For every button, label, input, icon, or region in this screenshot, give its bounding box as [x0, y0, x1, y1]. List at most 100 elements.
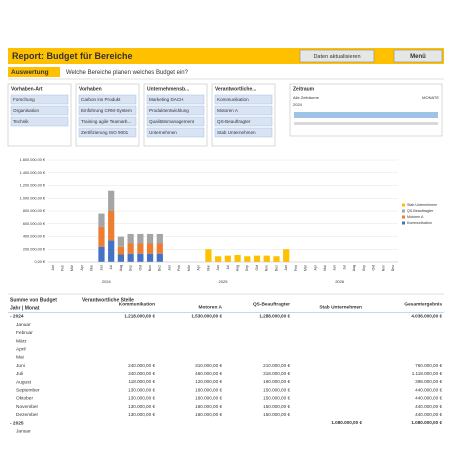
- slicer-item[interactable]: [78, 116, 137, 127]
- bar-segment: [127, 233, 134, 244]
- legend-label: Stab Unternehmen: [407, 203, 437, 207]
- bar-segment: [146, 233, 154, 244]
- x-tick-label: Okt: [372, 265, 376, 270]
- x-tick-label: Nov: [148, 265, 152, 271]
- pivot-row-label: November: [16, 404, 39, 410]
- timeline-track: [294, 122, 438, 125]
- x-tick-label: Aug: [119, 265, 123, 271]
- x-tick-label: Dez: [158, 265, 162, 271]
- pivot-cell: 340.000,00 €: [128, 371, 155, 376]
- slicer-item[interactable]: [10, 94, 69, 105]
- timeline: [289, 83, 443, 137]
- bar-segment: [234, 254, 241, 262]
- x-group-label: 2024: [102, 279, 112, 284]
- y-tick-label: 200.000,00 €: [23, 247, 46, 251]
- pivot-cell: 150.000,00 €: [263, 396, 290, 401]
- x-tick-label: Jul: [109, 265, 113, 270]
- pivot-row-label: Juli: [16, 371, 23, 377]
- menu-button-label: Menü: [410, 54, 426, 60]
- pivot-cell: 398.000,00 €: [415, 379, 442, 384]
- x-tick-label: Jun: [216, 265, 220, 271]
- refresh-button-label: Daten aktualisieren: [313, 54, 360, 60]
- pivot-row-label: April: [16, 346, 26, 352]
- pivot-cell: 460.000,00 €: [195, 371, 222, 376]
- slicer-item[interactable]: [146, 116, 205, 127]
- slicer-item[interactable]: [214, 127, 273, 138]
- x-tick-label: Apr: [313, 264, 317, 270]
- pivot-row-label: - 2024: [10, 314, 24, 320]
- x-tick-label: Jun: [333, 265, 337, 271]
- slicer-item-label: Unternehmen: [149, 130, 177, 135]
- slicer-item[interactable]: [146, 94, 205, 105]
- x-tick-label: Jul: [342, 265, 346, 270]
- legend-label: Motoren A: [407, 215, 424, 219]
- x-tick-label: Okt: [255, 265, 259, 270]
- pivot-cell: 150.000,00 €: [263, 387, 290, 392]
- slicer-item[interactable]: [146, 105, 205, 116]
- timeline-year: 2024: [293, 102, 303, 107]
- x-tick-label: Feb: [61, 265, 65, 271]
- pivot-cell: 1.218.000,00 €: [124, 314, 155, 319]
- timeline-all: Alle Zeiträume: [293, 95, 320, 100]
- slicer-item[interactable]: [146, 127, 205, 138]
- bar-segment: [156, 253, 163, 262]
- bar-segment: [137, 253, 144, 262]
- x-tick-label: Aug: [236, 265, 240, 271]
- pivot-row-label: Januar: [16, 428, 31, 434]
- pivot-column: Gesamtergebnis: [404, 301, 442, 307]
- slicer-item[interactable]: [78, 94, 137, 105]
- x-tick-label: Mär: [304, 264, 308, 271]
- report-title: Report: Budget für Bereiche: [12, 51, 133, 61]
- question: Welche Bereiche planen welches Budget ei…: [66, 70, 189, 76]
- timeline-unit: MONATE: [422, 95, 439, 100]
- slicer-item[interactable]: [10, 116, 69, 127]
- legend-swatch: [402, 203, 405, 207]
- x-tick-label: Jun: [99, 265, 103, 271]
- slicer-item-label: Forschung: [13, 97, 35, 102]
- y-tick-label: 1.000.000,00 €: [20, 196, 46, 200]
- pivot-row-label: Februar: [16, 330, 33, 336]
- bar-segment: [127, 253, 134, 262]
- slicer-item-label: Organisation: [13, 108, 39, 113]
- refresh-button[interactable]: [299, 49, 375, 63]
- x-tick-label: Feb: [177, 265, 181, 271]
- slicer-item[interactable]: [214, 94, 273, 105]
- pivot-cell: 150.000,00 €: [263, 404, 290, 409]
- slicer-item[interactable]: [78, 105, 137, 116]
- pivot-row-label: Januar: [16, 322, 31, 328]
- x-tick-label: Mär: [187, 264, 191, 271]
- x-tick-label: Nov: [381, 265, 385, 271]
- pivot-row-label: - 2025: [10, 420, 24, 426]
- x-tick-label: Jan: [167, 265, 171, 271]
- timeline-bar[interactable]: [294, 112, 438, 118]
- slicer-item-label: QS-Beauftragter: [217, 119, 251, 124]
- slicer-item[interactable]: [10, 105, 69, 116]
- pivot-cell: 160.000,00 €: [195, 387, 222, 392]
- slicer-title: Vorhaben: [79, 86, 102, 92]
- slicer-item-label: Produktentwicklung: [149, 108, 189, 113]
- menu-button[interactable]: [393, 49, 443, 63]
- pivot-cell: 1.530.000,00 €: [191, 314, 222, 319]
- pivot-row-label: August: [16, 379, 32, 385]
- bar-segment: [146, 253, 154, 262]
- slicer-item[interactable]: [78, 127, 137, 138]
- x-tick-label: Feb: [294, 265, 298, 271]
- y-tick-label: 1.400.000,00 €: [20, 171, 46, 175]
- bar-segment: [137, 233, 144, 244]
- bar-segment: [127, 243, 134, 254]
- pivot-cell: 760.000,00 €: [415, 363, 442, 368]
- x-tick-label: Mai: [323, 265, 327, 271]
- slicer-item[interactable]: [214, 116, 273, 127]
- pivot-cell: 160.000,00 €: [263, 379, 290, 384]
- pivot-cell: 1.288.000,00 €: [259, 314, 290, 319]
- x-tick-label: Dez: [391, 265, 395, 271]
- pivot-cell: 318.000,00 €: [263, 371, 290, 376]
- pivot-cell: 1.080.000,00 €: [331, 420, 362, 425]
- legend-swatch: [402, 215, 405, 219]
- y-tick-label: 1.200.000,00 €: [20, 184, 46, 188]
- bar-segment: [108, 190, 115, 211]
- bar-segment: [156, 243, 163, 254]
- bar-segment: [215, 256, 222, 262]
- slicer-item[interactable]: [214, 105, 273, 116]
